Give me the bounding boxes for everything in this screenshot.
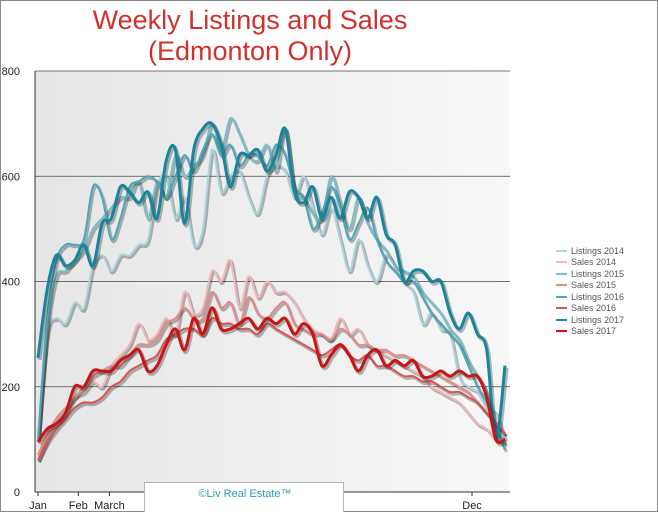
legend-swatch	[556, 296, 567, 298]
watermark-text: ©Liv Real Estate™	[145, 488, 345, 500]
x-tick-label: Jan	[29, 500, 47, 512]
legend-item: Listings 2014	[556, 245, 624, 257]
legend-label: Listings 2017	[571, 315, 624, 325]
legend-label: Listings 2015	[571, 269, 624, 279]
legend-swatch	[556, 261, 567, 263]
y-tick-label: 800	[2, 66, 20, 78]
legend-label: Listings 2016	[571, 292, 624, 302]
legend-label: Sales 2016	[571, 303, 616, 313]
legend-label: Sales 2015	[571, 280, 616, 290]
legend-swatch	[556, 307, 567, 309]
legend-item: Sales 2017	[556, 326, 624, 338]
y-tick-label: 600	[2, 171, 20, 183]
legend-swatch	[556, 250, 567, 252]
legend-item: Listings 2015	[556, 268, 624, 280]
legend-item: Sales 2015	[556, 280, 624, 292]
x-tick-label: Dec	[462, 500, 482, 512]
legend-item: Listings 2016	[556, 291, 624, 303]
x-tick-label: March	[94, 500, 125, 512]
y-tick-label: 400	[2, 277, 20, 289]
legend-label: Sales 2017	[571, 326, 616, 336]
y-tick-label: 200	[2, 382, 20, 394]
legend-swatch	[556, 273, 567, 275]
legend-label: Sales 2014	[571, 257, 616, 267]
legend-item: Listings 2017	[556, 314, 624, 326]
watermark-box: ©Liv Real Estate™	[144, 482, 344, 512]
legend-swatch	[556, 319, 567, 321]
legend: Listings 2014 Sales 2014 Listings 2015 Sale…	[556, 245, 624, 337]
legend-swatch	[556, 284, 567, 286]
y-tick-label: 0	[14, 487, 20, 499]
legend-label: Listings 2014	[571, 246, 624, 256]
legend-item: Sales 2014	[556, 257, 624, 269]
legend-item: Sales 2016	[556, 303, 624, 315]
legend-swatch	[556, 330, 567, 332]
x-tick-label: Feb	[69, 500, 88, 512]
